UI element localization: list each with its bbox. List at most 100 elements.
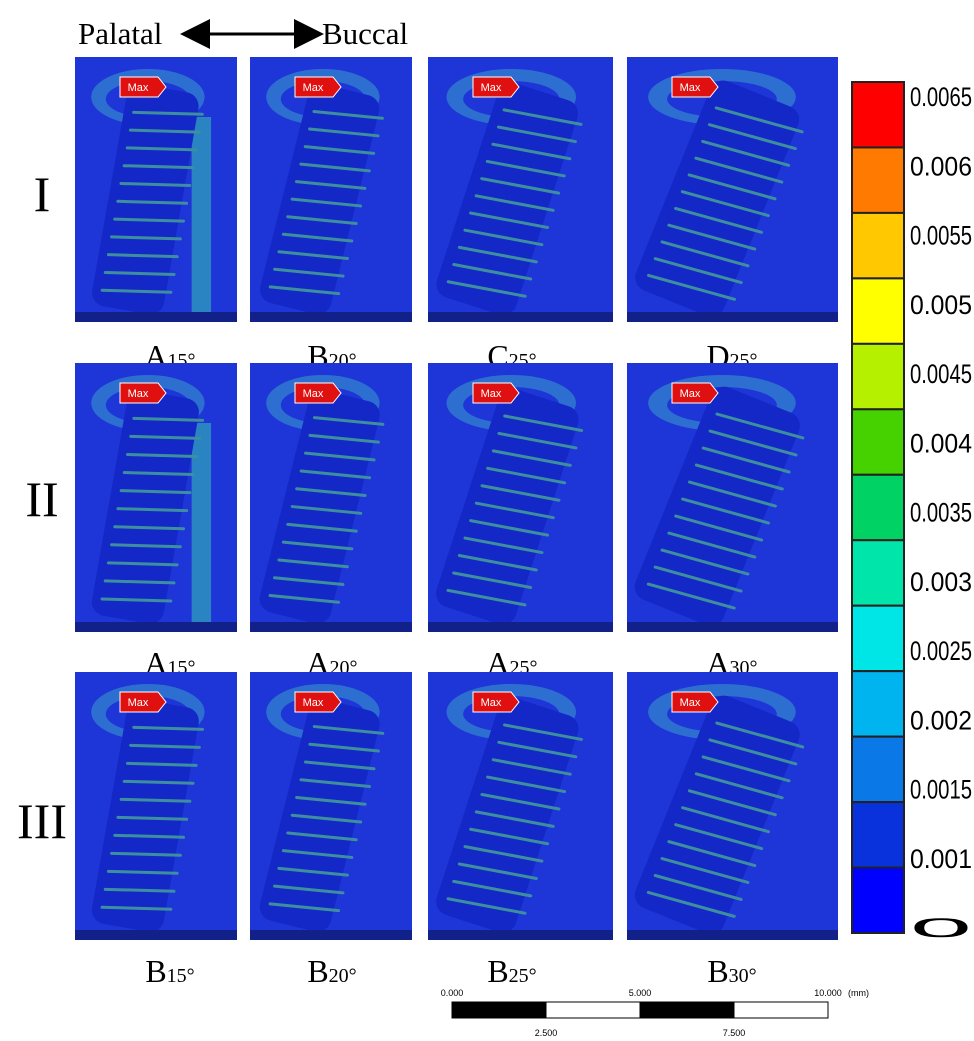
thread bbox=[503, 723, 584, 741]
colorbar-segment bbox=[851, 473, 905, 542]
colorbar-label: 0.006 bbox=[910, 151, 972, 181]
thread bbox=[308, 742, 380, 753]
thread bbox=[646, 890, 736, 918]
thread bbox=[132, 725, 205, 731]
colorbar-segment bbox=[851, 146, 905, 214]
thread bbox=[463, 845, 544, 863]
thread bbox=[132, 110, 204, 116]
thread bbox=[446, 897, 527, 915]
thread bbox=[122, 164, 195, 170]
colorbar-segment bbox=[851, 539, 905, 607]
thread bbox=[681, 806, 770, 834]
thread bbox=[106, 253, 179, 259]
implant-body bbox=[436, 82, 578, 316]
thread bbox=[290, 813, 363, 824]
colorbar-segment bbox=[851, 81, 905, 149]
thread bbox=[469, 827, 550, 846]
colorbar-label: 0.0035 bbox=[910, 498, 972, 528]
implant bbox=[634, 386, 805, 626]
stress-panel: Max bbox=[428, 363, 613, 632]
panel-base bbox=[627, 622, 838, 632]
stress-panel: Max bbox=[428, 672, 613, 940]
max-label: Max bbox=[303, 388, 324, 400]
thread bbox=[708, 429, 798, 457]
colorbar-segment bbox=[851, 342, 905, 411]
thread bbox=[308, 433, 380, 444]
thread bbox=[281, 540, 354, 551]
thread bbox=[268, 285, 341, 296]
panel-letter: B bbox=[487, 953, 508, 989]
thread bbox=[113, 217, 185, 223]
thread bbox=[496, 125, 577, 144]
panel-base bbox=[75, 930, 237, 940]
thread bbox=[667, 840, 757, 868]
stress-panel: Max bbox=[75, 363, 237, 632]
max-tag bbox=[294, 382, 342, 404]
thread bbox=[299, 162, 371, 173]
max-label: Max bbox=[303, 82, 324, 94]
thread bbox=[446, 280, 527, 298]
thread bbox=[273, 576, 345, 587]
row-label: I bbox=[34, 166, 51, 222]
thread bbox=[497, 740, 578, 759]
thread bbox=[694, 156, 784, 184]
thread bbox=[469, 519, 550, 537]
thread bbox=[457, 554, 538, 572]
panel-letter: B bbox=[307, 953, 328, 989]
thread bbox=[129, 434, 201, 440]
colorbar-label: 0.0065 bbox=[910, 82, 972, 112]
thread bbox=[106, 561, 179, 567]
scale-segment bbox=[451, 1001, 547, 1019]
thread bbox=[295, 795, 367, 806]
thread bbox=[674, 514, 764, 542]
max-tag bbox=[472, 382, 520, 404]
thread bbox=[303, 145, 376, 155]
stress-panel: Max bbox=[250, 57, 412, 322]
thread bbox=[486, 775, 567, 794]
colorbar-label: 0.0045 bbox=[910, 359, 972, 389]
panel-label: B30° bbox=[707, 953, 756, 989]
max-label: Max bbox=[128, 388, 149, 400]
thread bbox=[100, 905, 173, 911]
thread bbox=[106, 869, 179, 875]
panel-base bbox=[75, 622, 237, 632]
thread bbox=[268, 594, 341, 604]
implant bbox=[634, 695, 805, 934]
colorbar-segment bbox=[851, 735, 905, 804]
thread bbox=[128, 128, 201, 134]
colorbar-label: 0.0025 bbox=[910, 636, 972, 666]
max-tag bbox=[671, 76, 719, 98]
thread bbox=[110, 235, 182, 241]
implant-body bbox=[259, 699, 380, 932]
thread bbox=[647, 273, 736, 301]
thread bbox=[452, 879, 533, 898]
implant-body bbox=[91, 390, 199, 624]
panel-label: B20° bbox=[307, 953, 356, 989]
thread bbox=[116, 815, 189, 821]
thread bbox=[290, 505, 363, 515]
thread bbox=[646, 582, 736, 610]
row-label: II bbox=[25, 471, 58, 527]
colorbar-label: 0.005 bbox=[910, 290, 972, 320]
max-label: Max bbox=[680, 82, 701, 94]
implant-body bbox=[260, 84, 380, 315]
thread bbox=[667, 531, 757, 559]
max-tag bbox=[119, 382, 167, 404]
colorbar-segment bbox=[851, 408, 905, 476]
max-tag bbox=[294, 76, 342, 98]
thread bbox=[286, 522, 358, 533]
thread bbox=[497, 431, 578, 450]
max-label: Max bbox=[680, 388, 701, 400]
colorbar-label: 0 bbox=[910, 913, 972, 943]
soft-zone bbox=[191, 423, 212, 632]
thread bbox=[653, 257, 743, 285]
panel-angle: 30° bbox=[729, 965, 757, 987]
max-label: Max bbox=[680, 697, 701, 709]
thread bbox=[715, 721, 805, 749]
implant bbox=[635, 80, 804, 317]
scale-top-label: 0.000 bbox=[441, 988, 464, 998]
max-tag bbox=[119, 76, 167, 98]
scale-top-label: 10.000 bbox=[814, 988, 842, 998]
panel-letter: B bbox=[707, 953, 728, 989]
